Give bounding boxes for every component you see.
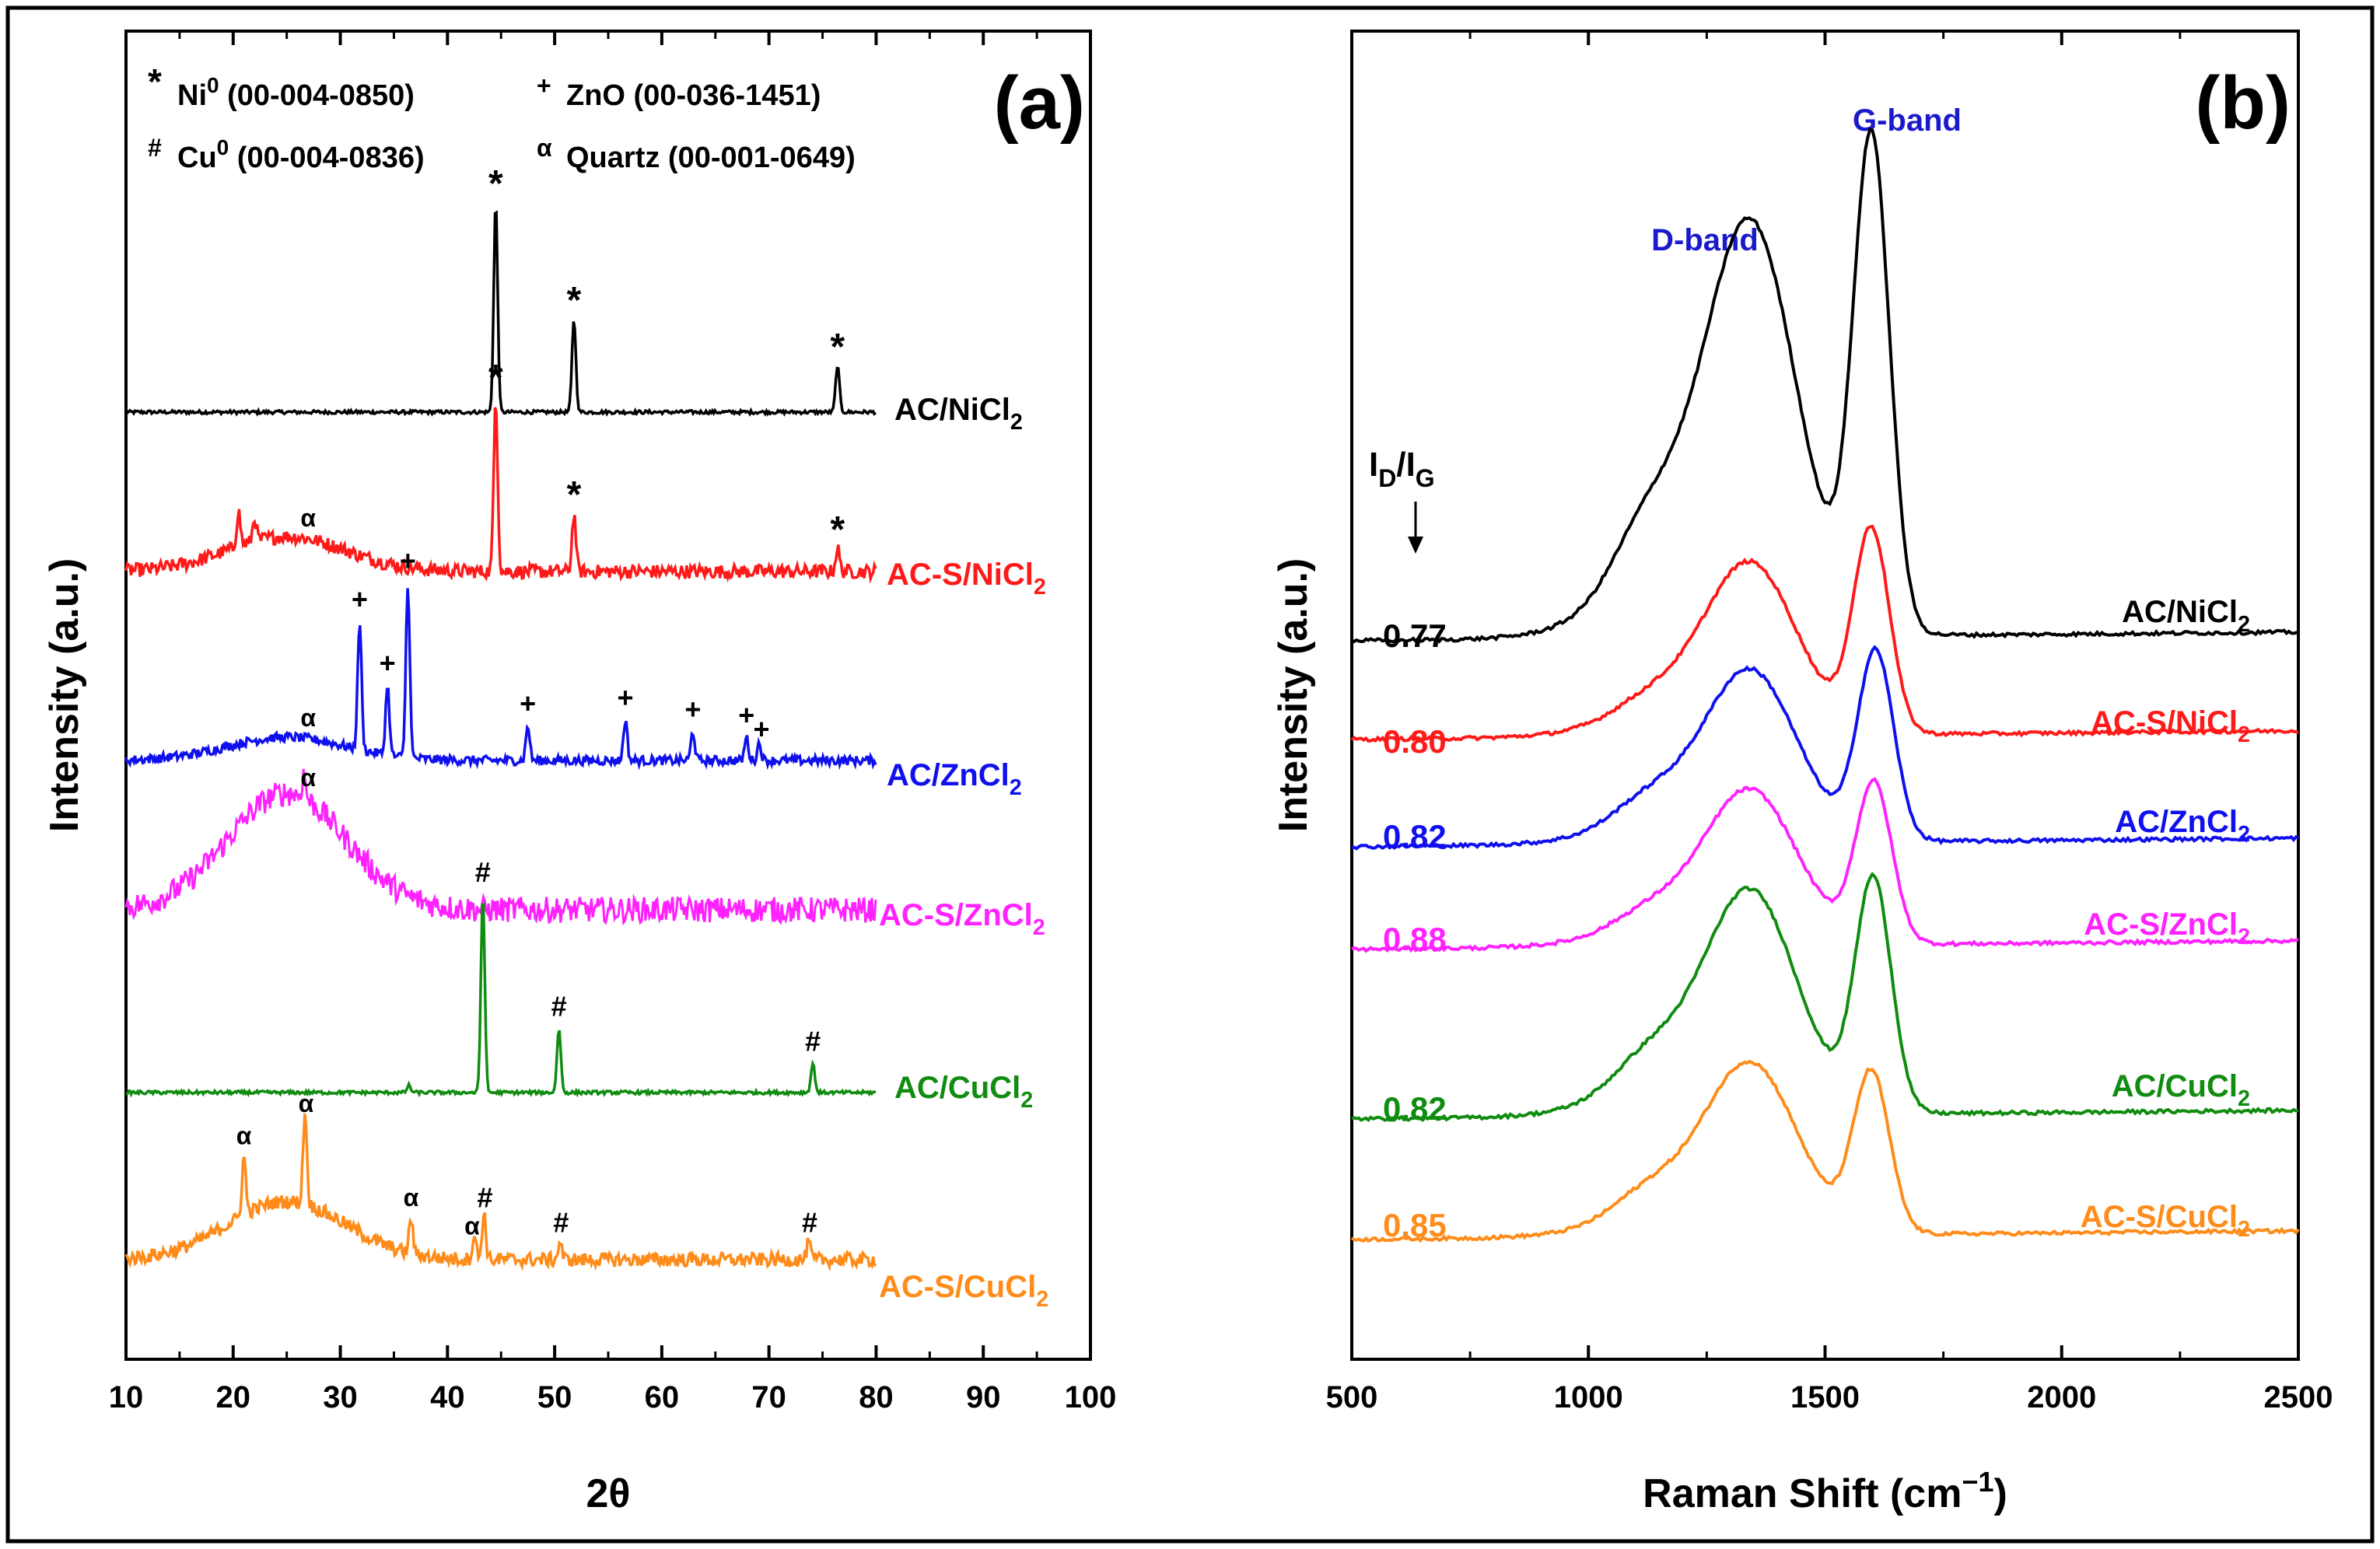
raman-trace	[1351, 645, 2299, 851]
xrd-trace	[124, 210, 877, 417]
band-label: D-band	[1651, 223, 1759, 257]
peak-marker: α	[300, 704, 316, 732]
x-tick-label: 50	[537, 1380, 572, 1414]
y-axis-label: Intensity (a.u.)	[1271, 558, 1316, 832]
legend-symbol: α	[537, 134, 552, 162]
y-axis-label: Intensity (a.u.)	[42, 558, 87, 832]
peak-marker: +	[352, 583, 368, 615]
raman-trace	[1351, 777, 2299, 953]
panel-label: (a)	[994, 61, 1085, 145]
peak-marker: *	[488, 358, 503, 399]
ratio-arrow-head	[1408, 537, 1423, 554]
id-ig-ratio: 0.85	[1383, 1207, 1447, 1243]
legend-symbol: *	[148, 61, 162, 102]
xrd-trace	[124, 768, 877, 926]
peak-marker: *	[567, 474, 582, 516]
x-tick-label: 90	[966, 1380, 1001, 1414]
legend-entry: Cu0 (00-004-0836)	[177, 135, 425, 174]
peak-marker: *	[567, 280, 582, 321]
series-label: AC-S/NiCl2	[2091, 705, 2250, 747]
peak-marker: α	[464, 1212, 480, 1240]
legend: * Ni0 (00-004-0850) + ZnO (00-036-1451) # Cu0…	[148, 61, 856, 174]
x-tick-label: 500	[1326, 1380, 1378, 1414]
x-axis-label: 2θ	[586, 1471, 630, 1516]
legend-entry: Quartz (00-001-0649)	[566, 142, 856, 174]
series-label: AC-S/CuCl2	[879, 1270, 1048, 1312]
series-label: AC/NiCl2	[894, 393, 1023, 435]
peak-marker: *	[831, 509, 845, 551]
peak-marker: +	[380, 647, 396, 679]
peak-marker: +	[754, 713, 770, 745]
legend-symbol: +	[537, 72, 551, 100]
raman-trace	[1350, 127, 2299, 644]
peak-marker: *	[831, 327, 845, 368]
series-label: AC/CuCl2	[894, 1071, 1033, 1113]
peak-marker: #	[478, 1181, 493, 1213]
x-axis-label: Raman Shift (cm−1)	[1643, 1466, 2007, 1516]
x-tick-label: 40	[430, 1380, 465, 1414]
series-label: AC/NiCl2	[2122, 595, 2250, 637]
xrd-trace	[124, 588, 877, 771]
ratio-header: ID/IG	[1369, 446, 1435, 492]
series-label: AC/ZnCl2	[887, 758, 1022, 800]
id-ig-ratio: 0.82	[1383, 818, 1447, 855]
peak-marker: #	[805, 1026, 821, 1058]
x-tick-label: 100	[1065, 1380, 1117, 1414]
id-ig-ratio: 0.82	[1383, 1090, 1447, 1127]
x-tick-label: 1000	[1554, 1380, 1623, 1414]
id-ig-ratio: 0.88	[1383, 921, 1447, 957]
peak-marker: +	[400, 544, 416, 576]
peak-marker: α	[300, 764, 316, 792]
x-tick-label: 70	[751, 1380, 786, 1414]
peak-marker: α	[300, 504, 316, 532]
peak-marker: #	[802, 1207, 817, 1239]
raman-trace	[1350, 524, 2299, 743]
series-label: AC-S/ZnCl2	[879, 898, 1045, 940]
x-tick-label: 20	[216, 1380, 251, 1414]
series-label: AC/CuCl2	[2112, 1069, 2250, 1111]
raman-trace	[1350, 1059, 2300, 1243]
x-tick-label: 80	[859, 1380, 894, 1414]
outer-frame	[5, 5, 2375, 1544]
x-tick-label: 2500	[2264, 1380, 2333, 1414]
peak-marker: #	[551, 991, 567, 1023]
legend-entry: Ni0 (00-004-0850)	[177, 73, 415, 112]
series-label: AC-S/CuCl2	[2081, 1200, 2250, 1242]
x-tick-label: 10	[109, 1380, 144, 1414]
peak-marker: #	[553, 1207, 569, 1239]
series-label: AC/ZnCl2	[2115, 805, 2250, 847]
series-label: AC-S/ZnCl2	[2084, 907, 2250, 949]
series-label: AC-S/NiCl2	[887, 558, 1046, 600]
x-tick-label: 30	[323, 1380, 358, 1414]
x-tick-label: 2000	[2027, 1380, 2096, 1414]
raman-trace	[1351, 871, 2299, 1123]
peak-marker: α	[299, 1089, 314, 1117]
peak-marker: +	[520, 687, 536, 719]
peak-marker: +	[684, 694, 701, 726]
panel-label: (b)	[2195, 61, 2291, 145]
x-tick-label: 1500	[1790, 1380, 1860, 1414]
peak-marker: α	[236, 1121, 252, 1149]
xrd-trace	[124, 407, 877, 584]
id-ig-ratio: 0.80	[1383, 723, 1447, 760]
xrd-trace	[124, 1113, 877, 1272]
peak-marker: α	[404, 1184, 419, 1212]
id-ig-ratio: 0.77	[1383, 617, 1447, 654]
peak-marker: +	[618, 682, 634, 714]
panel-b-raman: 500 1000 1500 2000 2500 Raman Shift (cm−1) Int…	[1271, 30, 2333, 1516]
peak-marker: #	[475, 856, 491, 888]
legend-entry: ZnO (00-036-1451)	[566, 79, 821, 112]
x-tick-label: 60	[645, 1380, 680, 1414]
legend-symbol: #	[148, 134, 162, 162]
peak-marker: *	[488, 163, 503, 205]
peak-marker: +	[738, 699, 754, 731]
xrd-trace	[125, 901, 877, 1098]
panel-a-xrd: 10 20 30 40 50 60 70 80 90 100 2θ Intensity (a.u.) (…	[42, 30, 1117, 1516]
